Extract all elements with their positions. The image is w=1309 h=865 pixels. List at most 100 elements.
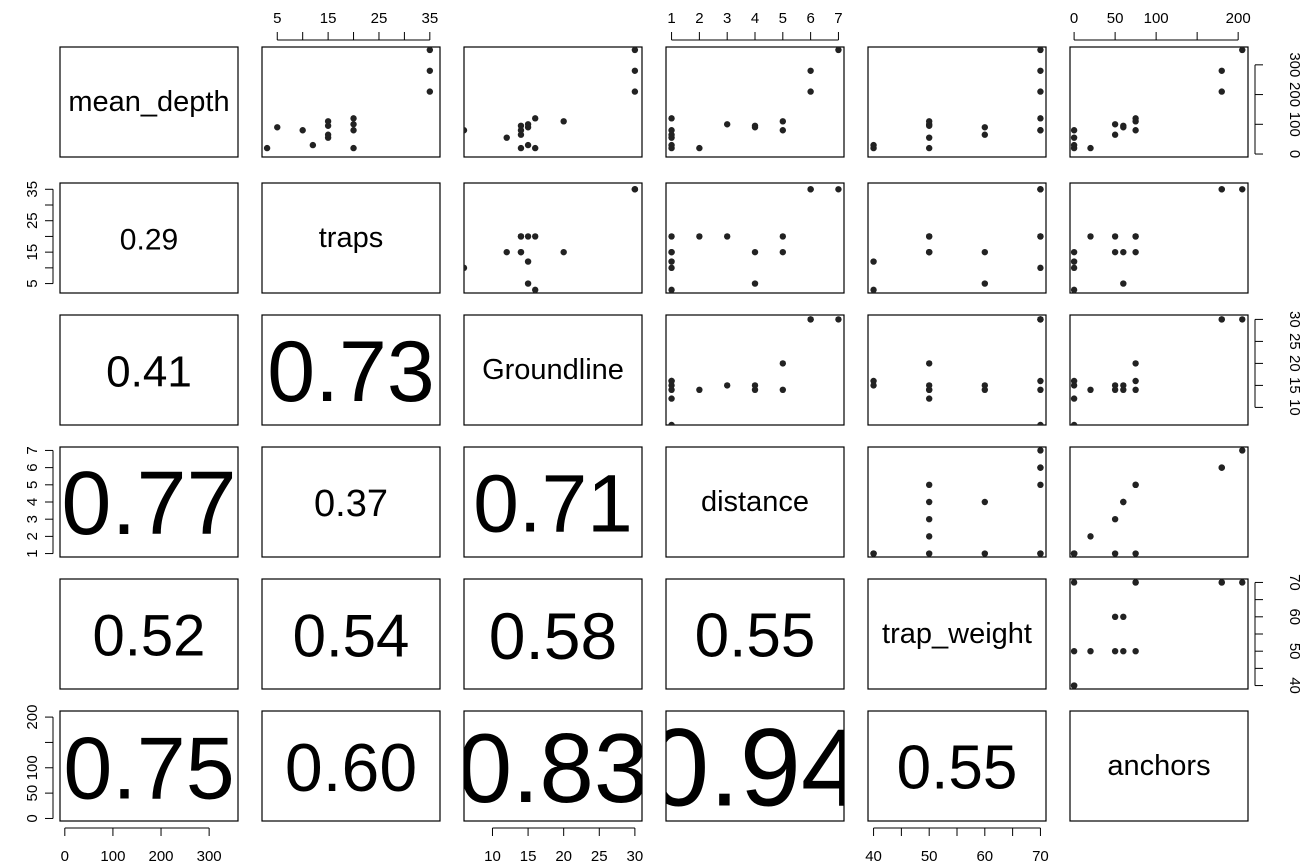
scatter-point (1037, 481, 1044, 489)
scatter-point (1120, 280, 1127, 287)
correlation-label: 0.54 (293, 603, 410, 670)
scatter-point (1239, 447, 1246, 454)
panel-frame (665, 46, 845, 158)
scatter-point (631, 186, 639, 193)
scatter-point (835, 316, 842, 323)
panel-frame (1069, 182, 1249, 294)
scatter-point (668, 377, 675, 385)
tick-label: 50 (1107, 10, 1124, 27)
scatter-point (1132, 579, 1139, 586)
scatter-point (1087, 144, 1094, 152)
tick-label: 200 (1226, 10, 1251, 27)
panel-frame (867, 314, 1047, 426)
scatter-point (925, 481, 933, 489)
scatter-point (1087, 386, 1094, 393)
panel-frame (463, 314, 643, 426)
correlation-label: 0.55 (695, 602, 816, 671)
tick-label: 200 (1286, 82, 1303, 107)
scatter-point (1070, 579, 1078, 586)
scatter-point (1111, 382, 1119, 389)
panel-frame (867, 446, 1047, 558)
scatter-point (1132, 377, 1139, 385)
scatter-point (1111, 131, 1119, 138)
scatter-point (517, 131, 525, 138)
tick-label: 5 (24, 481, 41, 489)
scatter-point (1037, 47, 1044, 54)
diagonal-label: Groundline (482, 354, 624, 386)
panel-frame (261, 710, 441, 822)
scatter-point (517, 127, 525, 134)
diagonal-label: mean_depth (68, 86, 229, 118)
scatter-point (517, 122, 525, 129)
scatter-point (723, 233, 731, 240)
scatter-point (1070, 264, 1078, 272)
correlation-label: 0.58 (489, 599, 617, 673)
scatter-point (925, 122, 933, 129)
scatter-point (1132, 115, 1139, 122)
scatter-point (524, 280, 532, 287)
scatter-point (1111, 613, 1119, 621)
scatter-point (1120, 386, 1127, 393)
panel-frame (1069, 46, 1249, 158)
scatter-point (981, 248, 989, 256)
tick-label: 25 (371, 10, 388, 27)
tick-label: 0 (61, 848, 69, 865)
tick-label: 5 (273, 10, 281, 27)
scatter-point (1070, 134, 1078, 141)
scatter-point (1037, 127, 1044, 134)
scatter-point (1132, 550, 1139, 557)
tick-label: 1 (24, 549, 41, 557)
scatter-point (1070, 258, 1078, 265)
scatter-point (1037, 115, 1044, 122)
correlation-label: 0.83 (458, 713, 649, 823)
tick-label: 3 (723, 10, 731, 27)
tick-label: 6 (24, 463, 41, 471)
tick-label: 35 (421, 10, 438, 27)
scatter-point (1111, 515, 1119, 523)
scatter-point (668, 127, 675, 134)
tick-label: 15 (24, 244, 41, 261)
scatter-point (1120, 248, 1127, 256)
panel-frame (1069, 446, 1249, 558)
scatter-point (668, 264, 675, 272)
panel-frame (665, 446, 845, 558)
scatter-point (751, 382, 759, 389)
panel-frame (867, 182, 1047, 294)
scatter-point (981, 550, 989, 557)
scatter-point (517, 144, 525, 152)
scatter-point (751, 280, 759, 287)
tick-label: 100 (1144, 10, 1169, 27)
scatter-point (668, 115, 675, 122)
scatter-point (1070, 286, 1078, 293)
scatter-point (835, 47, 842, 54)
scatter-point (1037, 377, 1044, 385)
scatter-point (870, 286, 877, 293)
scatter-point (925, 533, 933, 540)
scatter-point (1120, 382, 1127, 389)
scatter-point (925, 395, 933, 402)
tick-label: 5 (24, 279, 41, 287)
scatter-point (1087, 233, 1094, 240)
tick-label: 2 (24, 532, 41, 540)
scatter-point (1070, 377, 1078, 385)
panel-frame (59, 578, 239, 690)
tick-label: 7 (834, 10, 842, 27)
scatter-point (925, 118, 933, 125)
tick-label: 70 (1032, 848, 1049, 865)
scatter-point (1037, 464, 1044, 471)
scatter-point (1037, 67, 1044, 74)
scatter-point (1070, 682, 1078, 689)
tick-label: 300 (1286, 52, 1303, 77)
panel-frame (261, 314, 441, 426)
scatter-point (1087, 533, 1094, 540)
scatter-point (1132, 481, 1139, 489)
scatter-point (1218, 316, 1225, 323)
tick-label: 15 (320, 10, 337, 27)
scatter-point (1070, 395, 1078, 402)
scatter-point (263, 144, 271, 152)
scatter-point (870, 377, 877, 385)
correlation-label: 0.75 (63, 719, 234, 818)
scatter-point (723, 121, 731, 128)
scatter-point (981, 131, 989, 138)
